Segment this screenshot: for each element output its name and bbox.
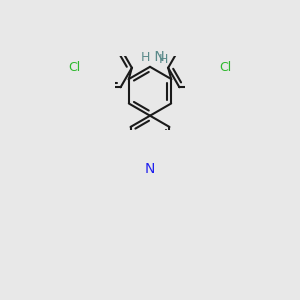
Text: Cl: Cl: [68, 61, 80, 74]
Text: H: H: [158, 52, 168, 65]
Text: N: N: [150, 50, 165, 64]
Text: H: H: [141, 51, 150, 64]
Text: N: N: [145, 162, 155, 176]
Text: Cl: Cl: [220, 61, 232, 74]
